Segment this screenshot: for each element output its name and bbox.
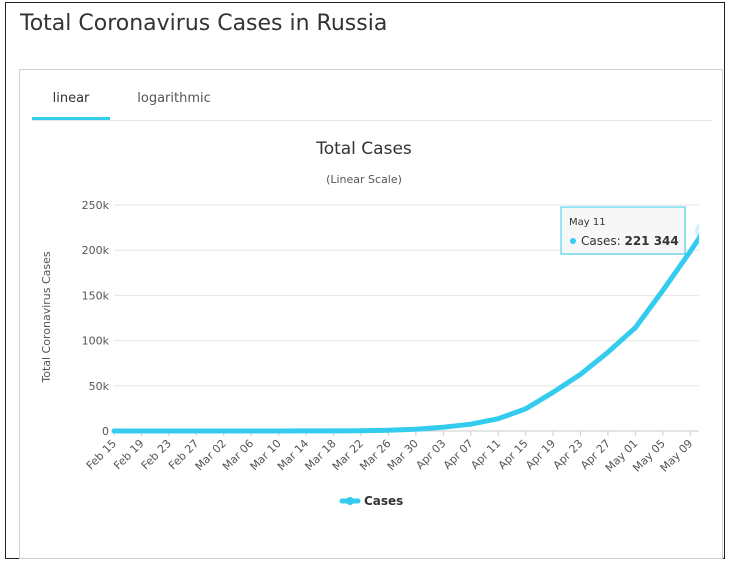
tooltip-box (560, 206, 686, 255)
x-tick-label: Apr 03 (413, 437, 448, 472)
y-tick-label: 100k (82, 335, 110, 348)
tab-logarithmic[interactable]: logarithmic (137, 91, 211, 106)
legend-marker (346, 497, 354, 505)
y-tick-label: 0 (102, 425, 109, 438)
series-layer (111, 223, 699, 434)
tab-linear[interactable]: linear (32, 82, 110, 120)
y-axis-title: Total Coronavirus Cases (40, 251, 53, 384)
series-line-cases[interactable] (111, 231, 699, 434)
total-cases-chart: Total Cases (Linear Scale) Total Coronav… (40, 139, 699, 508)
chart-title: Total Cases (315, 139, 412, 159)
tooltip-text: Cases: 221 344 (581, 234, 679, 248)
tooltip-series-name: Cases: (581, 234, 624, 248)
legend-label-cases[interactable]: Cases (364, 494, 403, 508)
page-title: Total Coronavirus Cases in Russia (20, 11, 388, 36)
y-axis-ticks: 0 50k 100k 150k 200k 250k (82, 199, 110, 438)
y-tick-label: 200k (82, 244, 110, 257)
x-tick-label: Apr 07 (441, 437, 476, 472)
legend[interactable]: Cases (339, 494, 403, 508)
y-tick-label: 250k (82, 199, 110, 212)
x-tick-label: Apr 15 (496, 437, 531, 472)
x-tick-label: Apr 11 (468, 437, 503, 472)
x-tick-label: Apr 23 (551, 437, 586, 472)
tooltip-date: May 11 (569, 217, 606, 228)
scale-tabs: linear logarithmic (32, 82, 712, 121)
x-tick-label: Mar 30 (385, 437, 421, 473)
tooltip-bullet (570, 238, 576, 244)
y-tick-label: 150k (82, 289, 110, 302)
chart-panel: linear logarithmic (19, 69, 723, 559)
chart-subtitle: (Linear Scale) (326, 173, 402, 186)
x-tick-label: Apr 19 (523, 437, 558, 472)
tooltip: May 11 Cases: 221 344 (560, 206, 686, 255)
hover-halo (695, 223, 699, 239)
page-frame: Total Coronavirus Cases in Russia linear… (5, 2, 725, 559)
tooltip-value: 221 344 (624, 234, 678, 248)
y-tick-label: 50k (89, 380, 110, 393)
